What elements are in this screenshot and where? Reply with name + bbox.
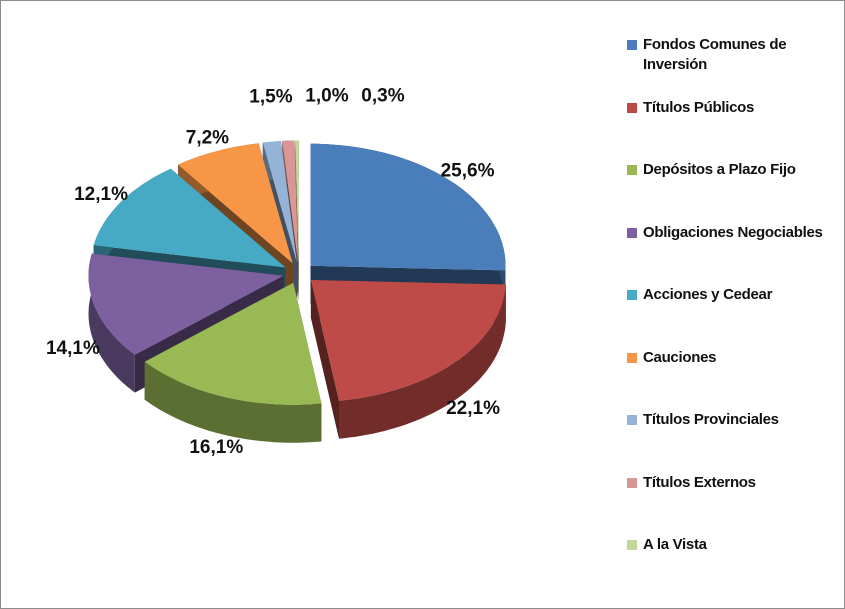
slice-top	[282, 140, 299, 263]
legend-label: Acciones y Cedear	[643, 286, 773, 303]
data-label: 1,0%	[305, 86, 348, 107]
data-label: 12,1%	[74, 184, 128, 205]
slice-wall	[88, 253, 135, 393]
slice	[144, 282, 322, 443]
legend-swatch	[627, 227, 637, 238]
legend-swatch	[627, 540, 637, 550]
legend-item: Cauciones	[627, 348, 832, 411]
legend-swatch	[627, 477, 637, 488]
slice-top	[88, 253, 284, 355]
data-label: 1,5%	[249, 87, 292, 108]
legend-label: A la Vista	[643, 536, 707, 553]
data-label: 0,3%	[361, 85, 404, 106]
data-label: 14,1%	[46, 338, 100, 359]
pie-area: 25,6% 22,1% 16,1% 14,1% 12,1% 7,2% 1,5% 1,0% 0,3…	[46, 85, 506, 458]
legend-label: Fondos Comunes de Inversión	[643, 36, 787, 73]
legend-swatch	[627, 352, 637, 363]
legend-item: Depósitos a Plazo Fijo	[627, 160, 832, 223]
slice-top	[295, 140, 299, 263]
legend-swatch	[627, 165, 637, 175]
legend-item: Títulos Externos	[627, 473, 832, 536]
legend-item: Obligaciones Negociables	[627, 223, 832, 286]
legend-label: Cauciones	[643, 348, 717, 366]
slice-side	[310, 280, 339, 439]
data-label: 25,6%	[441, 160, 495, 181]
data-label: 7,2%	[186, 127, 229, 148]
slice-top	[144, 282, 322, 405]
legend-label: Obligaciones Negociables	[643, 223, 823, 241]
legend-label: Títulos Provinciales	[643, 411, 779, 428]
legend-swatch	[627, 40, 637, 50]
legend-swatch	[627, 415, 637, 425]
legend-item: A la Vista	[627, 535, 832, 598]
legend-label: Títulos Externos	[643, 473, 756, 491]
slice-top	[262, 141, 297, 263]
slice-top	[310, 143, 506, 271]
legend: Fondos Comunes de Inversión Títulos Públi…	[627, 35, 832, 598]
slice-top	[93, 168, 286, 268]
legend-item: Fondos Comunes de Inversión	[627, 35, 832, 98]
slice-top	[178, 143, 293, 264]
slice-wall	[144, 361, 322, 443]
legend-swatch	[627, 290, 637, 300]
slice	[310, 280, 506, 439]
slice-top	[310, 280, 506, 401]
data-label: 16,1%	[189, 437, 243, 458]
legend-swatch	[627, 102, 637, 113]
legend-label: Títulos Públicos	[643, 98, 755, 116]
data-label: 22,1%	[446, 398, 500, 419]
legend-item: Títulos Provinciales	[627, 410, 832, 473]
slice-wall	[339, 284, 506, 439]
legend-item: Acciones y Cedear	[627, 285, 832, 348]
legend-label: Depósitos a Plazo Fijo	[643, 161, 796, 178]
legend-item: Títulos Públicos	[627, 98, 832, 161]
